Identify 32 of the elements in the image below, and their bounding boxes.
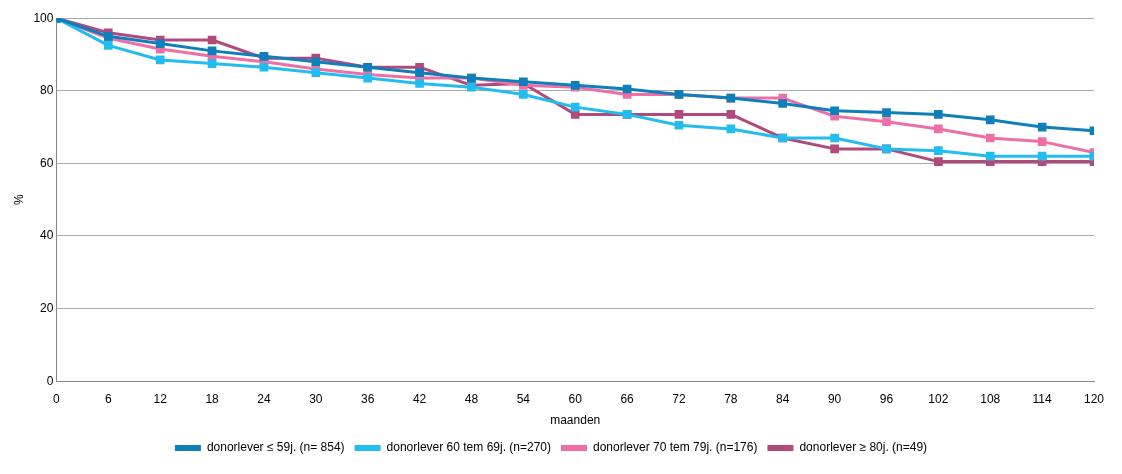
x-tick-label: 60 <box>568 391 583 406</box>
x-tick-label: 66 <box>620 391 635 406</box>
legend-label: donorlever ≤ 59j. (n= 854) <box>206 440 345 455</box>
x-tick-label: 12 <box>153 391 168 406</box>
x-tick-label: 48 <box>464 391 479 406</box>
y-tick-label: 80 <box>40 83 54 98</box>
x-tick-label: 78 <box>724 391 738 406</box>
y-tick-label: 40 <box>40 228 54 243</box>
y-tick-label: 100 <box>33 10 54 25</box>
x-tick-label: 72 <box>672 391 686 406</box>
x-tick-label: 6 <box>104 391 112 406</box>
x-tick-label: 54 <box>516 391 531 406</box>
y-tick-label: 60 <box>40 155 54 170</box>
x-tick-label: 24 <box>257 391 271 406</box>
y-tick-label: 20 <box>40 300 54 315</box>
legend-label: donorlever 70 tem 79j. (n=176) <box>593 440 758 455</box>
y-axis-title: % <box>11 194 26 206</box>
x-tick-label: 102 <box>928 391 949 406</box>
x-axis-title: maanden <box>550 413 601 428</box>
legend-label: donorlever ≥ 80j. (n=49) <box>799 440 928 455</box>
x-tick-label: 96 <box>879 391 894 406</box>
x-tick-label: 42 <box>412 391 427 406</box>
x-tick-label: 114 <box>1032 391 1053 406</box>
x-tick-label: 18 <box>205 391 220 406</box>
x-tick-label: 108 <box>980 391 1001 406</box>
legend-label: donorlever 60 tem 69j. (n=270) <box>386 440 552 455</box>
x-tick-label: 120 <box>1083 391 1105 406</box>
x-tick-label: 36 <box>361 391 375 406</box>
x-tick-label: 84 <box>776 391 790 406</box>
x-tick-label: 30 <box>309 391 323 406</box>
y-tick-label: 0 <box>46 373 54 388</box>
x-tick-label: 90 <box>827 391 842 406</box>
